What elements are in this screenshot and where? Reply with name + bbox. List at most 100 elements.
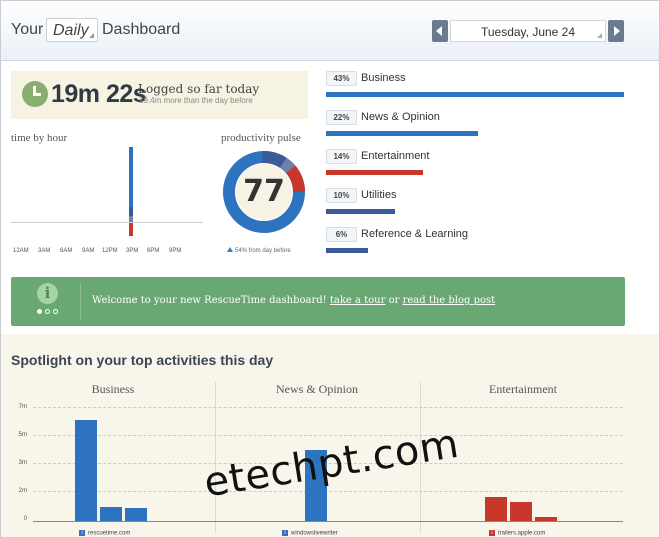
logged-summary: 19m 22s Logged so far today 19.4m more t…	[11, 71, 308, 119]
info-icon: i	[79, 530, 85, 536]
info-icon: i	[489, 530, 495, 536]
category-business[interactable]: 43% Business	[326, 71, 636, 101]
spotlight-bar-business-2[interactable]	[100, 507, 122, 521]
blog-post-link[interactable]: read the blog post	[402, 295, 496, 306]
site-label-rescuetime[interactable]: i rescuetime.com	[79, 530, 130, 537]
previous-day-button[interactable]	[432, 20, 448, 42]
time-by-hour-label: time by hour	[11, 132, 68, 144]
category-reference-learning[interactable]: 6% Reference & Learning	[326, 227, 636, 257]
y-tick-label: 3m	[18, 460, 27, 466]
hourly-baseline	[11, 222, 203, 223]
date-select[interactable]: Tuesday, June 24	[450, 20, 606, 42]
spotlight-column-business: Business	[91, 382, 135, 396]
column-divider	[420, 382, 421, 532]
arrow-up-icon	[227, 247, 233, 252]
category-bar	[326, 209, 395, 214]
welcome-text: Welcome to your new RescueTime dashboard…	[92, 295, 327, 306]
arrow-right-icon	[614, 26, 620, 36]
info-glyph: i	[44, 284, 51, 302]
next-day-button[interactable]	[608, 20, 624, 42]
hour-bar-utilities	[129, 207, 133, 216]
period-select[interactable]: Daily	[46, 18, 98, 42]
gridline	[33, 435, 623, 436]
hour-tick: 9PM	[169, 248, 182, 254]
select-corner-icon	[597, 33, 602, 38]
gridline	[33, 407, 623, 408]
hour-ticks: 12AM 3AM 6AM 9AM 12PM 3PM 6PM 9PM	[12, 248, 192, 258]
info-icon: i	[37, 283, 58, 304]
category-bar	[326, 170, 423, 175]
take-tour-link[interactable]: take a tour	[329, 295, 386, 306]
logged-comparison: 19.4m more than the day before	[139, 96, 253, 105]
category-utilities[interactable]: 10% Utilities	[326, 188, 636, 218]
carousel-dot[interactable]	[45, 309, 50, 314]
carousel-dot-active[interactable]	[37, 309, 42, 314]
y-tick-label: 5m	[18, 432, 27, 438]
pulse-center	[236, 164, 292, 220]
site-label-windowslivewriter[interactable]: i windowslivewriter	[282, 530, 338, 537]
spotlight-title: Spotlight on your top activities this da…	[11, 352, 274, 368]
time-by-hour-chart	[11, 146, 204, 242]
spotlight-bar-business-3[interactable]	[125, 508, 147, 521]
hour-tick: 3PM	[126, 248, 139, 254]
carousel-dots	[37, 309, 61, 315]
gridline	[33, 463, 623, 464]
category-bar	[326, 92, 624, 97]
dashboard-header: Your Daily Dashboard Tuesday, June 24	[1, 1, 659, 61]
hour-tick: 3AM	[38, 248, 51, 254]
spotlight-chart: 7m 5m 3m 2m 0	[11, 404, 625, 522]
hour-bar-business	[129, 147, 133, 207]
hour-tick: 6AM	[60, 248, 73, 254]
welcome-banner: i Welcome to your new RescueTime dashboa…	[11, 277, 625, 326]
hour-bar-reference	[129, 216, 133, 222]
pulse-value: 77	[243, 174, 285, 209]
header-suffix: Dashboard	[102, 21, 181, 38]
spotlight-bar-news-opinion-1[interactable]	[305, 450, 327, 521]
spotlight-column-entertainment: Entertainment	[489, 382, 557, 396]
banner-divider	[80, 283, 81, 320]
logged-time: 19m 22s	[51, 80, 147, 108]
pulse-delta: 54% from day before	[227, 247, 291, 254]
spotlight-bar-business-1[interactable]	[75, 420, 97, 521]
category-bar	[326, 248, 368, 253]
category-percent: 43%	[326, 71, 357, 86]
productivity-pulse-label: productivity pulse	[221, 132, 301, 144]
gridline	[33, 491, 623, 492]
clock-icon	[22, 81, 48, 107]
welcome-or: or	[388, 295, 400, 306]
spotlight-bar-entertainment-2[interactable]	[510, 502, 532, 521]
spotlight-bar-entertainment-3[interactable]	[535, 517, 557, 521]
category-percent: 22%	[326, 110, 357, 125]
welcome-message: Welcome to your new RescueTime dashboard…	[92, 295, 495, 306]
category-entertainment[interactable]: 14% Entertainment	[326, 149, 636, 179]
pulse-delta-text: 54% from day before	[235, 248, 291, 254]
category-name: Business	[361, 72, 406, 84]
category-percent: 14%	[326, 149, 357, 164]
site-name: rescuetime.com	[88, 530, 131, 537]
y-tick-label: 2m	[18, 488, 27, 494]
carousel-dot[interactable]	[53, 309, 58, 314]
category-news-opinion[interactable]: 22% News & Opinion	[326, 110, 636, 140]
site-name: trailers.apple.com	[498, 530, 546, 537]
category-name: Entertainment	[361, 150, 430, 162]
column-divider	[215, 382, 216, 532]
site-label-trailers[interactable]: i trailers.apple.com	[489, 530, 545, 537]
period-select-value: Daily	[53, 22, 89, 39]
logged-label: Logged so far today	[138, 82, 260, 96]
hour-tick: 12PM	[102, 248, 118, 254]
spotlight-section: Spotlight on your top activities this da…	[1, 334, 659, 537]
pulse-ring-distracting	[223, 151, 305, 233]
y-tick-label: 0	[23, 516, 27, 522]
date-value: Tuesday, June 24	[480, 25, 576, 39]
spotlight-bar-entertainment-1[interactable]	[485, 497, 507, 521]
pulse-ring-neutral	[223, 151, 305, 233]
header-prefix: Your	[11, 21, 44, 38]
date-navigator: Tuesday, June 24	[432, 20, 625, 42]
hour-tick: 6PM	[147, 248, 160, 254]
hour-bar-entertainment	[129, 223, 133, 236]
category-name: Utilities	[361, 189, 397, 201]
hour-tick: 9AM	[82, 248, 95, 254]
hour-tick: 12AM	[13, 248, 29, 254]
productivity-pulse-gauge: 77	[222, 150, 306, 234]
